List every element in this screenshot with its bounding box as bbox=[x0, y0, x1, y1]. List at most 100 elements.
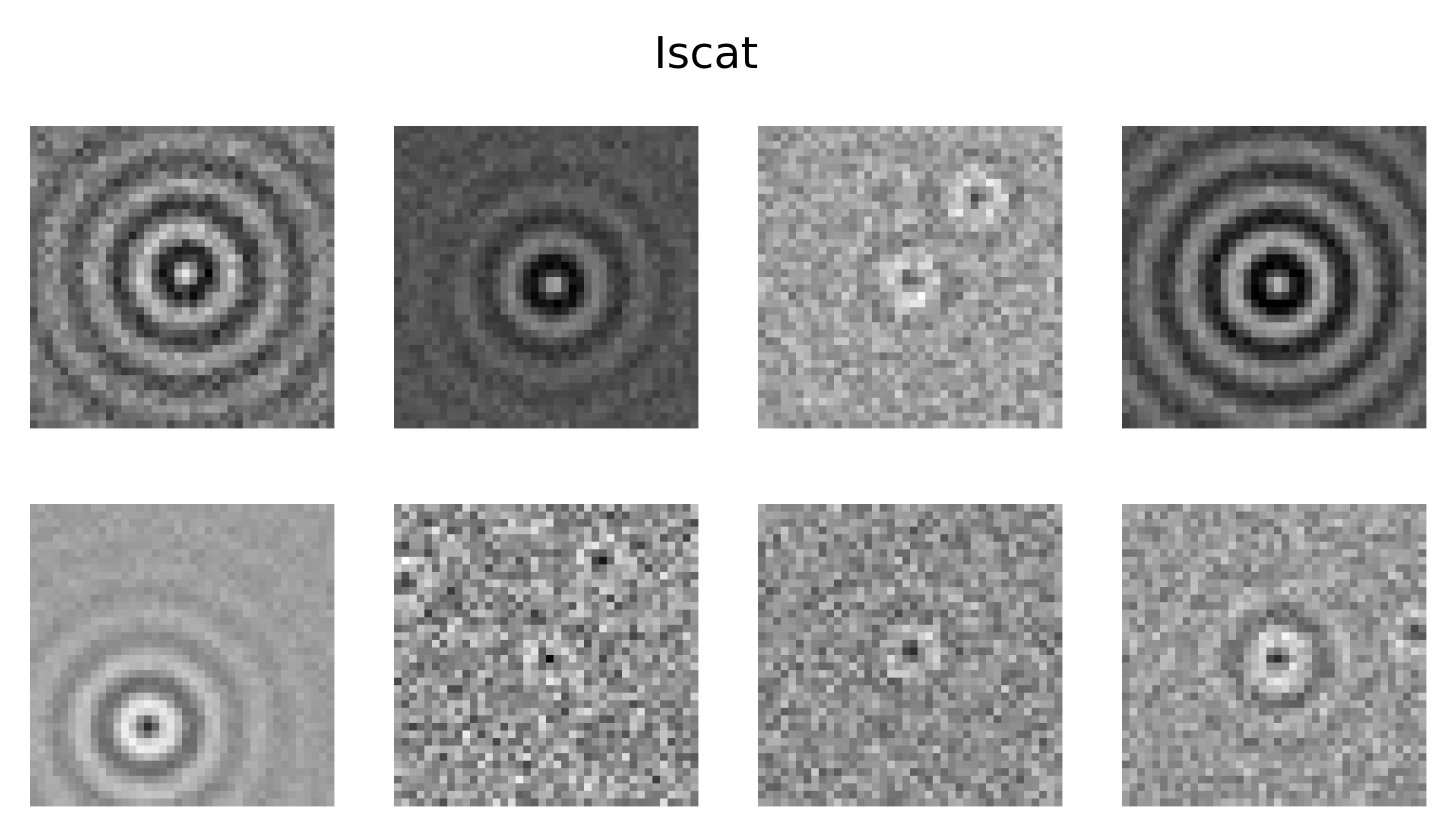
pixel bbox=[432, 382, 440, 391]
pixel bbox=[1281, 126, 1290, 134]
pixel bbox=[250, 246, 259, 255]
pixel bbox=[948, 420, 956, 429]
pixel bbox=[128, 412, 137, 421]
pixel bbox=[273, 254, 282, 263]
pixel bbox=[811, 329, 820, 338]
pixel bbox=[538, 277, 547, 285]
pixel bbox=[447, 224, 456, 233]
pixel bbox=[113, 329, 122, 338]
pixel bbox=[872, 126, 880, 134]
pixel bbox=[803, 367, 812, 376]
pixel bbox=[30, 231, 38, 240]
pixel bbox=[955, 163, 964, 172]
pixel bbox=[1031, 382, 1040, 391]
pixel bbox=[788, 246, 797, 255]
pixel bbox=[796, 133, 804, 142]
pixel bbox=[955, 307, 964, 316]
pixel bbox=[811, 216, 820, 225]
pixel bbox=[932, 209, 941, 217]
pixel bbox=[326, 239, 335, 248]
pixel bbox=[644, 375, 653, 384]
pixel bbox=[652, 178, 661, 187]
pixel bbox=[932, 178, 941, 187]
pixel bbox=[447, 284, 456, 293]
pixel bbox=[902, 329, 911, 338]
pixel bbox=[182, 269, 190, 278]
pixel bbox=[159, 420, 168, 429]
pixel bbox=[660, 344, 668, 353]
pixel bbox=[553, 186, 562, 195]
pixel bbox=[932, 141, 941, 150]
pixel bbox=[1024, 344, 1032, 353]
pixel bbox=[917, 329, 926, 338]
pixel bbox=[530, 254, 539, 263]
pixel bbox=[872, 231, 880, 240]
pixel bbox=[1319, 148, 1328, 157]
pixel bbox=[576, 284, 585, 293]
pixel bbox=[963, 284, 972, 293]
pixel bbox=[515, 193, 524, 202]
pixel bbox=[758, 209, 766, 217]
pixel bbox=[311, 239, 320, 248]
pixel bbox=[394, 375, 402, 384]
pixel bbox=[454, 344, 463, 353]
pixel bbox=[584, 299, 592, 308]
pixel bbox=[591, 299, 600, 308]
pixel bbox=[189, 171, 198, 180]
pixel bbox=[1039, 390, 1048, 399]
pixel bbox=[500, 405, 509, 414]
pixel bbox=[303, 360, 312, 368]
pixel bbox=[553, 148, 562, 157]
pixel bbox=[159, 382, 168, 391]
pixel bbox=[568, 254, 577, 263]
pixel bbox=[174, 292, 183, 301]
pixel bbox=[576, 133, 585, 142]
pixel bbox=[584, 133, 592, 142]
pixel bbox=[849, 216, 858, 225]
pixel bbox=[424, 186, 433, 195]
pixel bbox=[515, 375, 524, 384]
pixel bbox=[235, 329, 244, 338]
pixel bbox=[447, 420, 456, 429]
pixel bbox=[113, 163, 122, 172]
pixel bbox=[902, 314, 911, 323]
pixel bbox=[462, 209, 471, 217]
pixel bbox=[1167, 156, 1176, 165]
pixel bbox=[690, 126, 699, 134]
pixel bbox=[872, 412, 880, 421]
pixel bbox=[273, 277, 282, 285]
pixel bbox=[318, 133, 327, 142]
pixel bbox=[993, 224, 1002, 233]
pixel bbox=[424, 412, 433, 421]
pixel bbox=[970, 209, 979, 217]
pixel bbox=[629, 314, 638, 323]
pixel bbox=[159, 352, 168, 361]
pixel bbox=[273, 352, 282, 361]
pixel bbox=[485, 216, 494, 225]
pixel bbox=[803, 322, 812, 331]
pixel bbox=[477, 420, 486, 429]
pixel bbox=[1001, 246, 1010, 255]
pixel bbox=[1046, 126, 1055, 134]
pixel bbox=[530, 299, 539, 308]
pixel bbox=[955, 322, 964, 331]
pixel bbox=[416, 254, 425, 263]
pixel bbox=[265, 405, 274, 414]
pixel bbox=[644, 269, 653, 278]
pixel bbox=[872, 193, 880, 202]
pixel bbox=[296, 239, 304, 248]
pixel bbox=[667, 269, 676, 278]
pixel bbox=[894, 344, 903, 353]
pixel bbox=[576, 299, 585, 308]
pixel bbox=[485, 171, 494, 180]
pixel bbox=[280, 390, 289, 399]
pixel bbox=[1031, 314, 1040, 323]
pixel bbox=[758, 367, 766, 376]
pixel bbox=[45, 284, 54, 293]
pixel bbox=[538, 367, 547, 376]
pixel bbox=[637, 261, 646, 270]
pixel bbox=[235, 148, 244, 157]
pixel bbox=[90, 307, 99, 316]
pixel bbox=[841, 209, 850, 217]
pixel bbox=[986, 163, 994, 172]
